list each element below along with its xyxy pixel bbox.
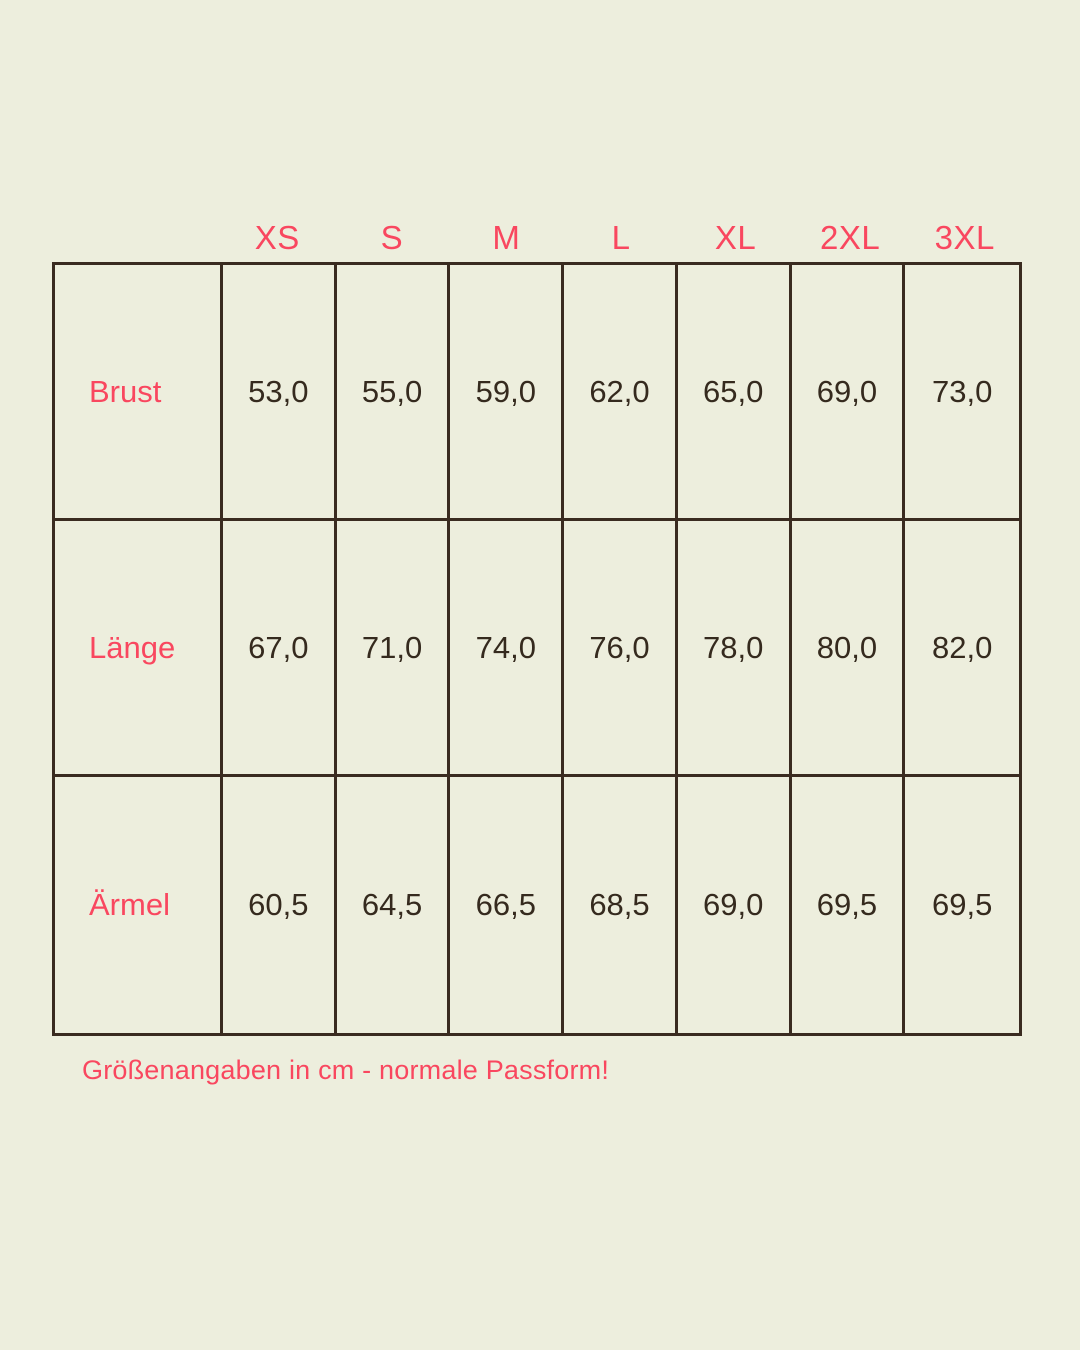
value-laenge-xs: 67,0 (223, 521, 337, 777)
value-aermel-3xl: 69,5 (931, 887, 993, 922)
size-footnote: Größenangaben in cm - normale Passform! (82, 1055, 610, 1085)
column-header-m: M (492, 218, 521, 256)
value-laenge-m: 74,0 (450, 521, 565, 777)
value-laenge-s: 71,0 (336, 521, 451, 777)
row-label-laenge: Länge (55, 521, 223, 777)
row-label-aermel: Ärmel (55, 777, 223, 1033)
size-header-row: XS S M L XL 2XL 3XL (52, 213, 1022, 262)
value-laenge-l: 76,0 (564, 521, 678, 777)
value-brust-2xl: 69,0 (791, 265, 906, 521)
column-header-s: S (380, 218, 404, 256)
value-laenge-xl: 78,0 (677, 521, 792, 777)
value-aermel-l: 68,5 (564, 777, 678, 1033)
column-header-3xl: 3XL (934, 218, 995, 256)
value-aermel-s: 64,5 (337, 777, 451, 1033)
value-aermel-xs: 60,5 (223, 777, 337, 1033)
row-label-brust: Brust (55, 265, 223, 521)
value-laenge-2xl: 80,0 (791, 521, 906, 777)
value-aermel-m: 66,5 (450, 777, 565, 1033)
value-brust-s: 55,0 (336, 265, 451, 521)
value-brust-m: 59,0 (450, 265, 565, 521)
value-aermel-2xl: 69,5 (792, 777, 906, 1033)
value-brust-l: 62,0 (564, 265, 678, 521)
value-brust-xl: 65,0 (677, 265, 792, 521)
column-header-l: L (611, 218, 631, 256)
value-laenge-3xl: 82,0 (905, 521, 1019, 777)
value-brust-3xl: 73,0 (905, 265, 1019, 521)
size-table-grid: Brust 53,0 55,0 59,0 62,0 65,0 69,0 73,0… (52, 262, 1022, 1036)
column-header-2xl: 2XL (820, 218, 881, 256)
column-header-xs: XS (254, 218, 300, 256)
value-aermel-xl: 69,0 (678, 777, 792, 1033)
column-header-xl: XL (714, 218, 757, 256)
size-table: XS S M L XL 2XL 3XL Brust 53,0 55,0 59,0… (52, 213, 1022, 1036)
value-brust-xs: 53,0 (223, 265, 337, 521)
